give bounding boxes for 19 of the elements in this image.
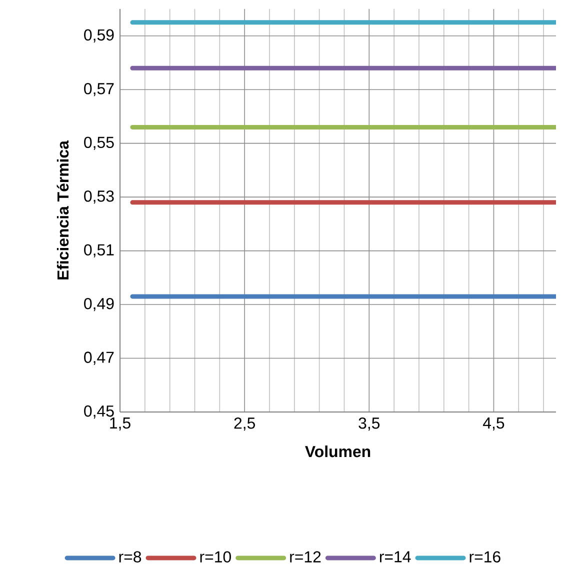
legend-label: r=8 [119,551,142,562]
y-tick-label: 0,51 [84,244,114,258]
y-tick-label: 0,59 [84,29,114,42]
x-tick-label: 3,5 [358,418,380,431]
y-axis-title: Eficiencia Térmica [56,140,69,280]
legend-label: r=14 [380,551,411,562]
x-axis-title: Volumen [305,446,370,458]
legend-label: r=12 [290,551,321,562]
y-tick-label: 0,47 [84,352,114,365]
y-tick-label: 0,57 [84,83,114,96]
y-tick-label: 0,55 [84,136,114,150]
y-tick-label: 0,49 [84,298,114,312]
x-tick-label: 2,5 [234,418,255,431]
y-tick-label: 0,45 [84,405,114,419]
x-tick-label: 4,5 [482,418,504,431]
legend-label: r=10 [200,551,231,562]
y-tick-label: 0,53 [84,190,114,204]
x-tick-label: 1,5 [110,418,130,431]
legend-label: r=16 [470,551,500,562]
